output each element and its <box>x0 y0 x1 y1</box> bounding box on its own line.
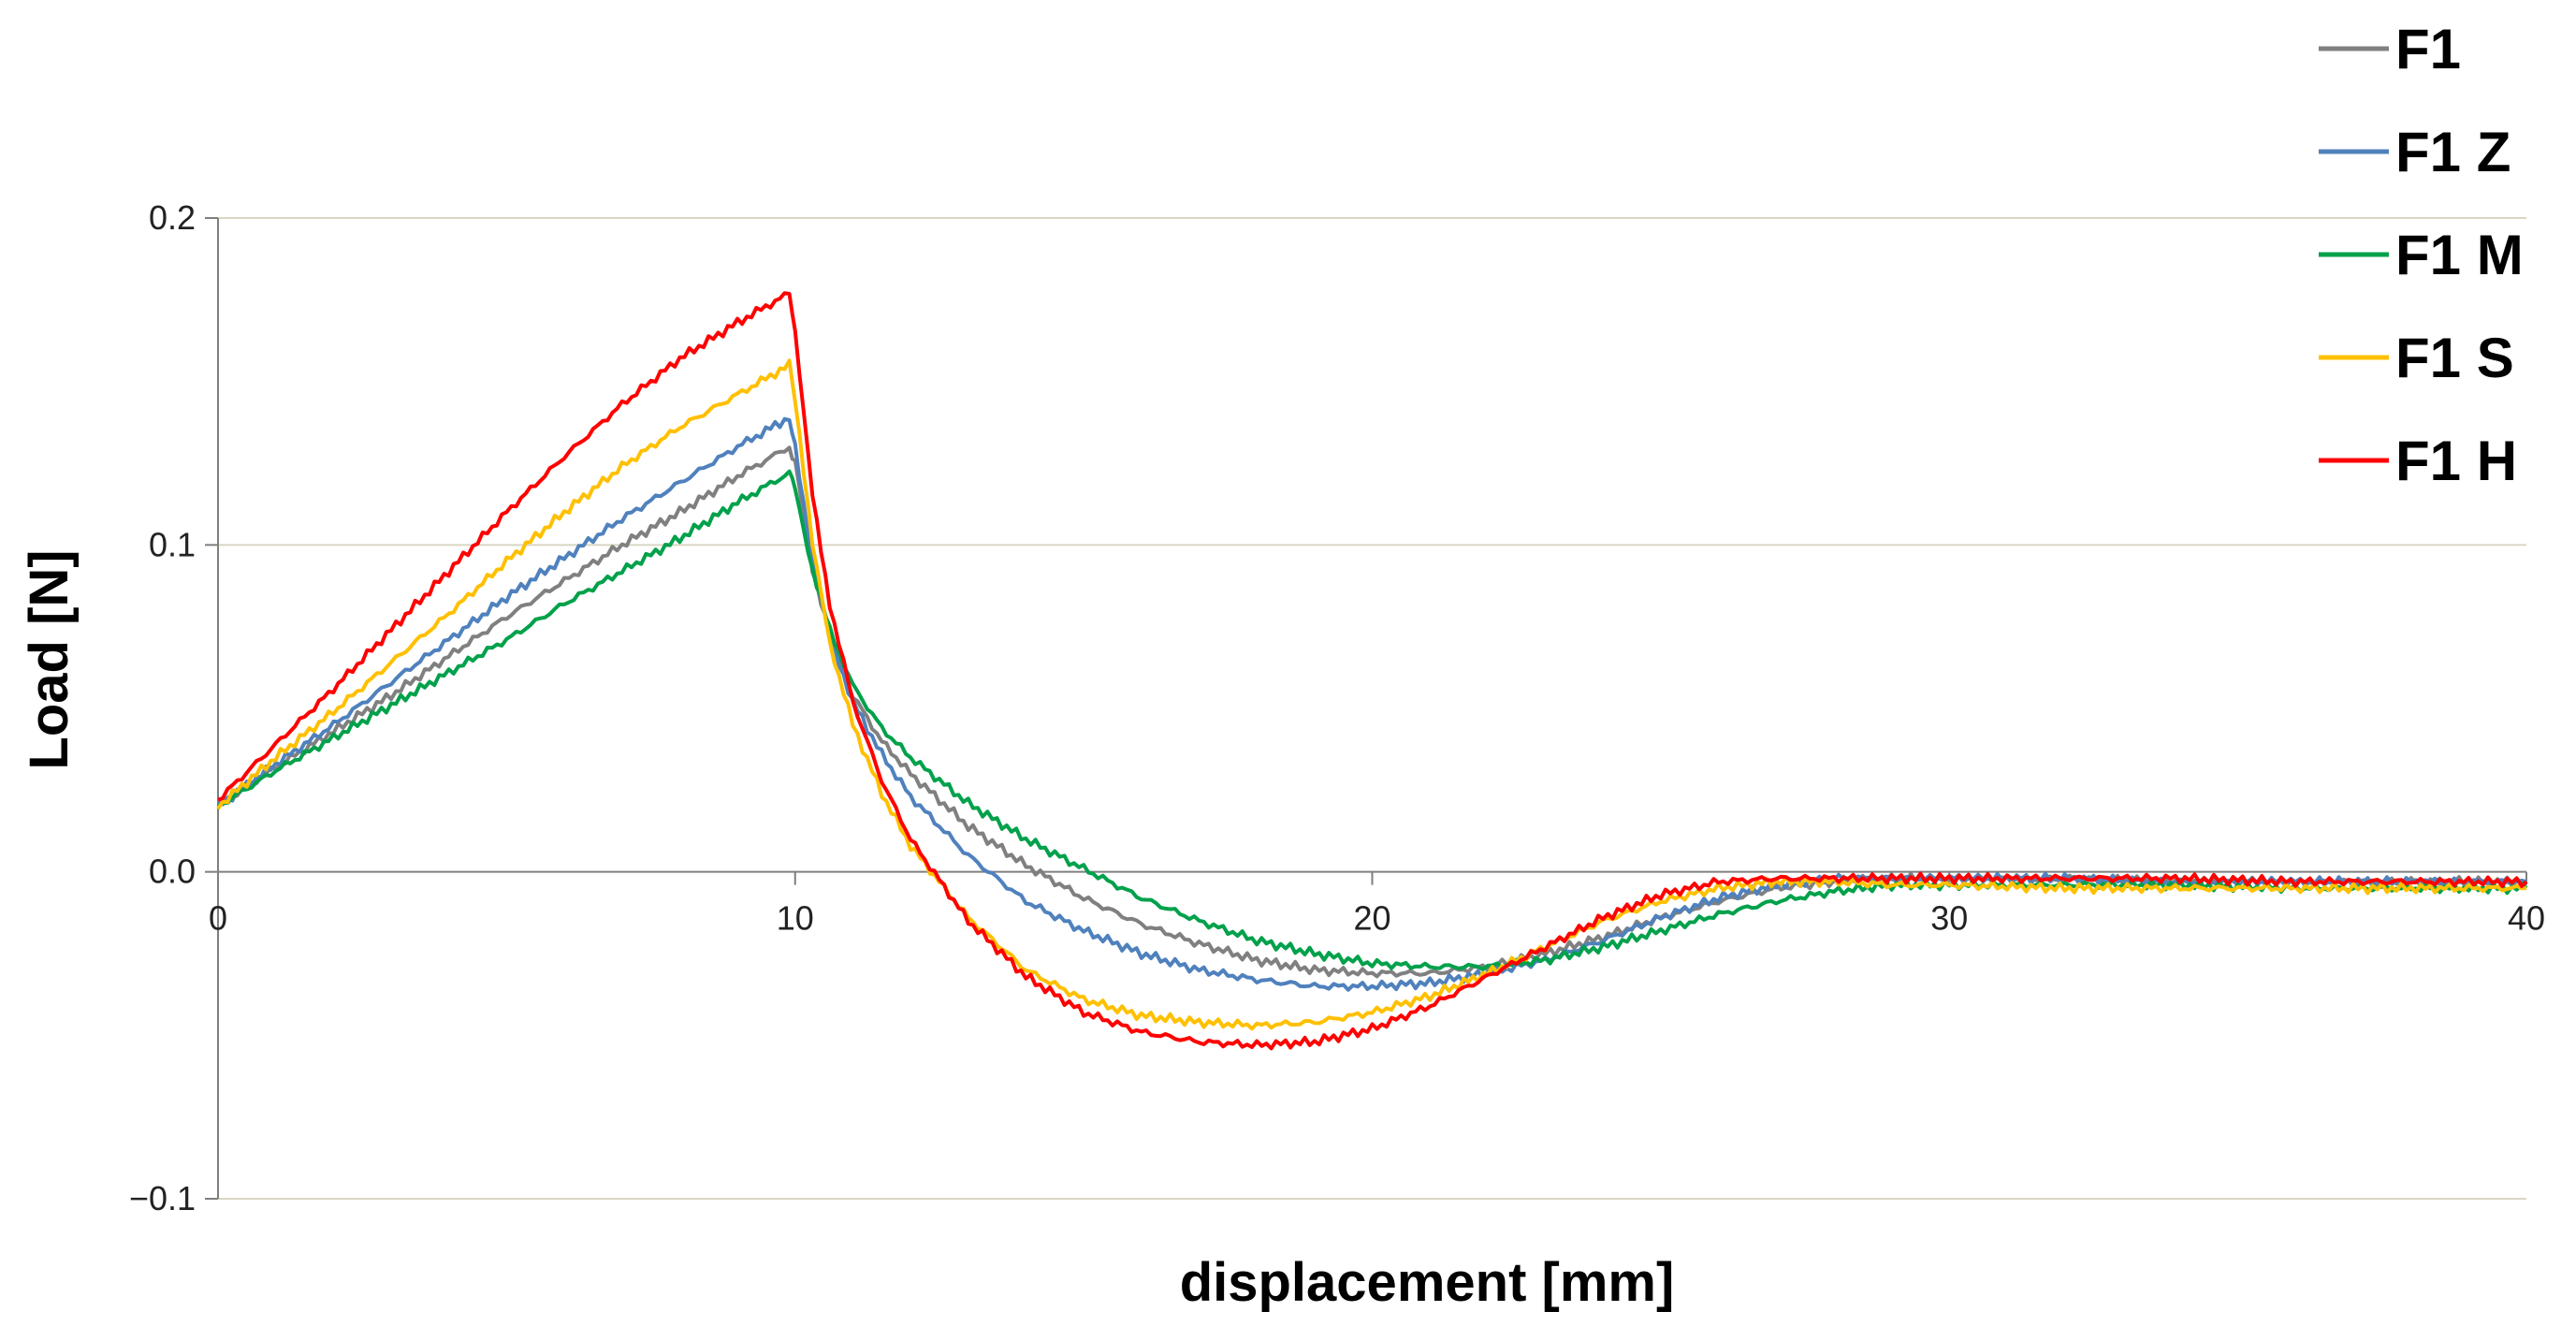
series-line-f1-s <box>216 358 2527 1031</box>
x-axis-title: displacement [mm] <box>1180 1252 1675 1313</box>
y-tick-label: −0.1 <box>129 1179 196 1217</box>
x-tick-label: 40 <box>2508 899 2545 938</box>
legend-label: F1 <box>2395 18 2461 80</box>
x-tick-label: 20 <box>1353 899 1390 938</box>
y-tick-label: 0.2 <box>149 198 196 237</box>
legend: F1 F1 Z F1 M F1 S F1 H <box>2319 18 2524 492</box>
tick-labels: −0.1 0.0 0.1 0.2 0 10 20 30 40 <box>129 198 2545 1217</box>
y-tick-label: 0.0 <box>149 853 196 891</box>
y-tick-label: 0.1 <box>149 525 196 563</box>
legend-label: F1 M <box>2395 224 2524 286</box>
legend-label: F1 Z <box>2395 121 2511 183</box>
legend-label: F1 S <box>2395 327 2514 389</box>
y-axis-title: Load [N] <box>19 549 80 769</box>
series-lines <box>216 291 2528 1051</box>
series-line-f1-h <box>217 291 2528 1051</box>
series-line-f1-m <box>217 469 2528 971</box>
gridlines <box>218 217 2526 1200</box>
legend-label: F1 H <box>2395 430 2517 492</box>
x-tick-label: 10 <box>777 899 814 938</box>
x-tick-label: 0 <box>209 899 227 938</box>
x-tick-label: 30 <box>1930 899 1968 938</box>
